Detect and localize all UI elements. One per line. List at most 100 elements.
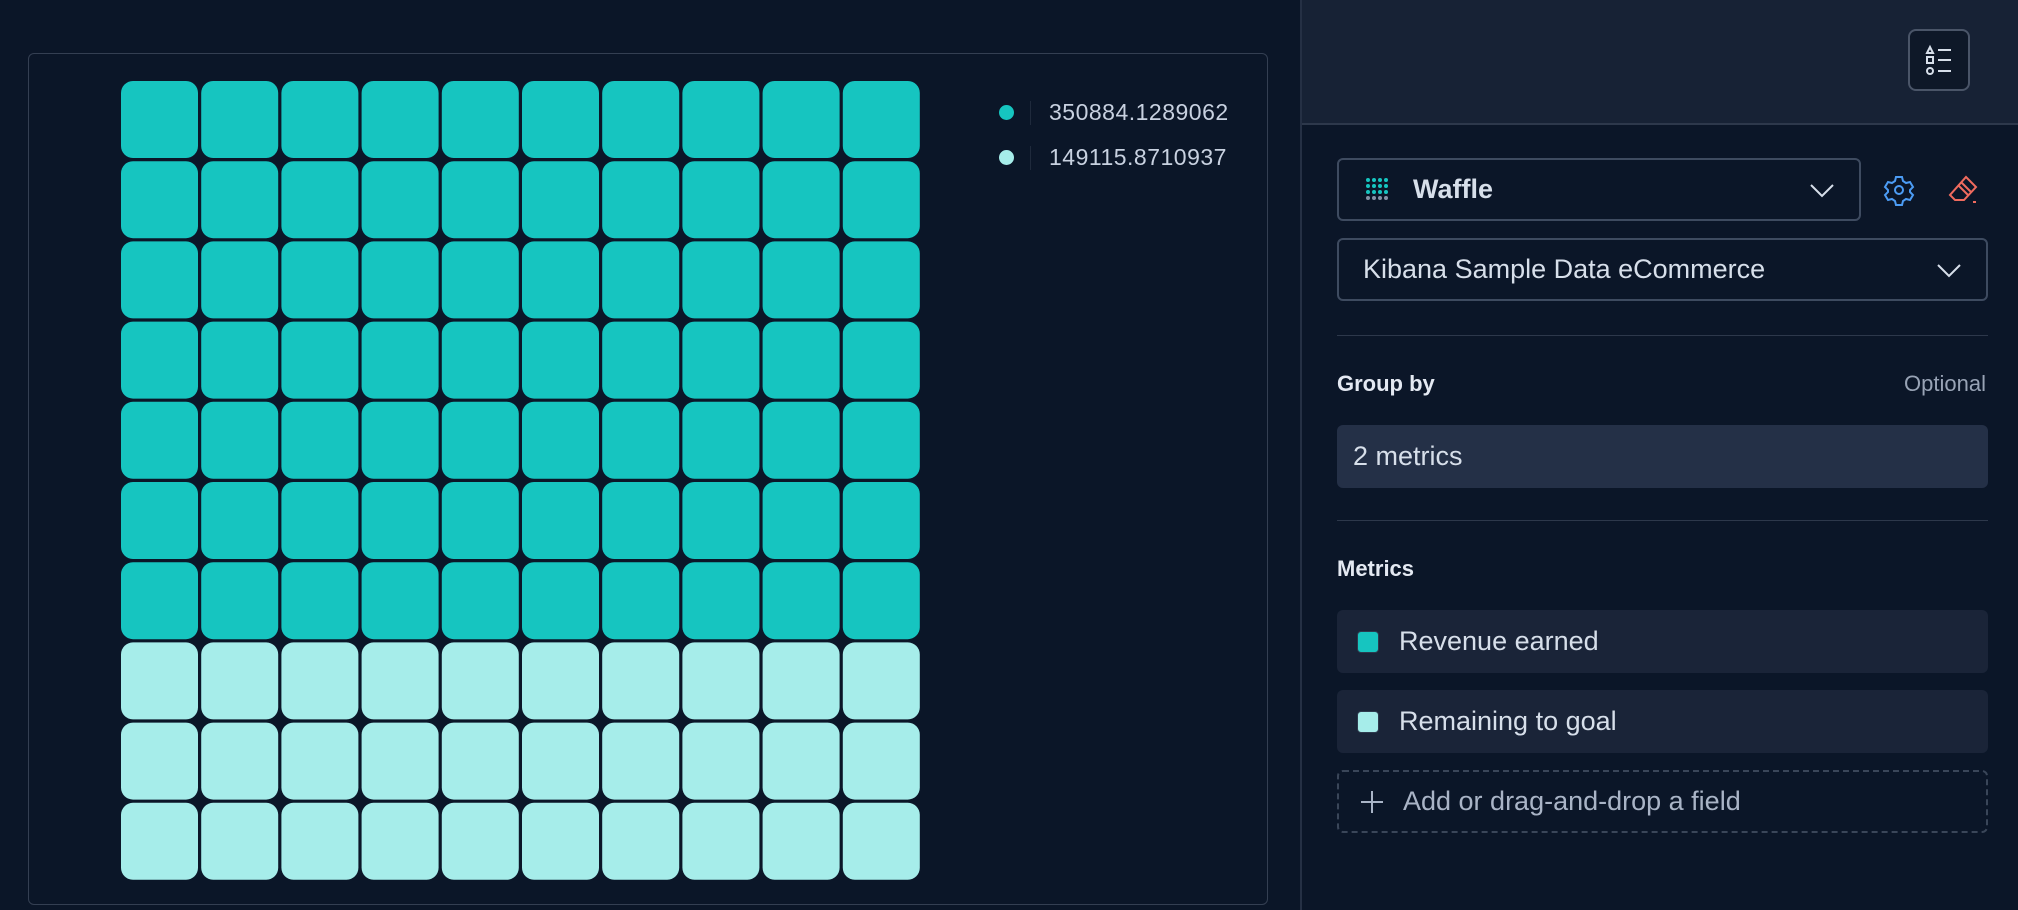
waffle-cell-series-0[interactable] bbox=[602, 562, 680, 640]
legend-item[interactable]: 350884.1289062 bbox=[997, 90, 1267, 135]
waffle-cell-series-0[interactable] bbox=[201, 562, 279, 640]
waffle-cell-series-1[interactable] bbox=[441, 802, 519, 880]
waffle-cell-series-0[interactable] bbox=[842, 241, 920, 319]
waffle-cell-series-0[interactable] bbox=[441, 562, 519, 640]
waffle-cell-series-1[interactable] bbox=[281, 642, 359, 720]
waffle-cell-series-0[interactable] bbox=[441, 321, 519, 399]
waffle-cell-series-1[interactable] bbox=[762, 802, 840, 880]
waffle-cell-series-0[interactable] bbox=[602, 81, 680, 158]
waffle-cell-series-0[interactable] bbox=[201, 482, 279, 559]
waffle-cell-series-0[interactable] bbox=[682, 81, 760, 158]
waffle-cell-series-0[interactable] bbox=[522, 241, 599, 319]
waffle-cell-series-1[interactable] bbox=[842, 802, 920, 880]
waffle-cell-series-0[interactable] bbox=[281, 321, 359, 399]
waffle-cell-series-0[interactable] bbox=[121, 161, 198, 239]
waffle-cell-series-0[interactable] bbox=[281, 482, 359, 559]
waffle-cell-series-0[interactable] bbox=[682, 482, 760, 559]
waffle-cell-series-0[interactable] bbox=[361, 401, 439, 479]
waffle-cell-series-1[interactable] bbox=[682, 802, 760, 880]
waffle-cell-series-0[interactable] bbox=[361, 241, 439, 319]
waffle-cell-series-0[interactable] bbox=[682, 241, 760, 319]
waffle-cell-series-1[interactable] bbox=[281, 722, 359, 800]
clear-button[interactable] bbox=[1943, 170, 1983, 210]
waffle-cell-series-1[interactable] bbox=[361, 802, 439, 880]
waffle-cell-series-1[interactable] bbox=[121, 722, 198, 800]
waffle-cell-series-0[interactable] bbox=[201, 81, 279, 158]
waffle-cell-series-0[interactable] bbox=[441, 161, 519, 239]
waffle-cell-series-1[interactable] bbox=[441, 642, 519, 720]
waffle-cell-series-0[interactable] bbox=[121, 321, 198, 399]
waffle-cell-series-1[interactable] bbox=[842, 642, 920, 720]
waffle-cell-series-0[interactable] bbox=[762, 401, 840, 479]
waffle-cell-series-1[interactable] bbox=[201, 722, 279, 800]
legend-toggle-button[interactable] bbox=[1908, 29, 1970, 91]
waffle-cell-series-0[interactable] bbox=[121, 482, 198, 559]
legend-item[interactable]: 149115.8710937 bbox=[997, 135, 1267, 180]
waffle-cell-series-1[interactable] bbox=[281, 802, 359, 880]
waffle-cell-series-0[interactable] bbox=[842, 161, 920, 239]
waffle-cell-series-0[interactable] bbox=[361, 482, 439, 559]
settings-button[interactable] bbox=[1879, 170, 1919, 210]
color-swatch[interactable] bbox=[1357, 710, 1379, 733]
waffle-cell-series-0[interactable] bbox=[121, 562, 198, 640]
waffle-cell-series-1[interactable] bbox=[201, 642, 279, 720]
waffle-cell-series-0[interactable] bbox=[602, 482, 680, 559]
waffle-cell-series-0[interactable] bbox=[602, 241, 680, 319]
waffle-cell-series-0[interactable] bbox=[762, 161, 840, 239]
waffle-cell-series-0[interactable] bbox=[842, 321, 920, 399]
waffle-cell-series-0[interactable] bbox=[441, 241, 519, 319]
metric-item-remaining-to-goal[interactable]: Remaining to goal bbox=[1337, 690, 1988, 753]
metric-item-revenue-earned[interactable]: Revenue earned bbox=[1337, 610, 1988, 673]
waffle-cell-series-0[interactable] bbox=[281, 401, 359, 479]
waffle-cell-series-0[interactable] bbox=[682, 161, 760, 239]
waffle-cell-series-0[interactable] bbox=[361, 321, 439, 399]
waffle-cell-series-0[interactable] bbox=[201, 321, 279, 399]
group-by-field[interactable]: 2 metrics bbox=[1337, 425, 1988, 488]
waffle-cell-series-1[interactable] bbox=[762, 642, 840, 720]
waffle-cell-series-1[interactable] bbox=[682, 642, 760, 720]
waffle-cell-series-1[interactable] bbox=[522, 722, 599, 800]
waffle-cell-series-0[interactable] bbox=[121, 241, 198, 319]
waffle-cell-series-1[interactable] bbox=[602, 722, 680, 800]
waffle-cell-series-0[interactable] bbox=[361, 161, 439, 239]
color-swatch[interactable] bbox=[1357, 630, 1379, 653]
waffle-cell-series-0[interactable] bbox=[842, 482, 920, 559]
waffle-cell-series-0[interactable] bbox=[682, 321, 760, 399]
waffle-cell-series-0[interactable] bbox=[762, 241, 840, 319]
waffle-cell-series-0[interactable] bbox=[762, 321, 840, 399]
waffle-cell-series-1[interactable] bbox=[602, 642, 680, 720]
waffle-cell-series-0[interactable] bbox=[602, 321, 680, 399]
waffle-cell-series-0[interactable] bbox=[121, 81, 198, 158]
waffle-cell-series-0[interactable] bbox=[762, 482, 840, 559]
waffle-cell-series-0[interactable] bbox=[522, 401, 599, 479]
waffle-cell-series-0[interactable] bbox=[281, 562, 359, 640]
waffle-cell-series-0[interactable] bbox=[281, 161, 359, 239]
waffle-cell-series-1[interactable] bbox=[201, 802, 279, 880]
waffle-cell-series-0[interactable] bbox=[441, 482, 519, 559]
waffle-cell-series-1[interactable] bbox=[121, 642, 198, 720]
waffle-cell-series-0[interactable] bbox=[762, 81, 840, 158]
waffle-cell-series-0[interactable] bbox=[121, 401, 198, 479]
waffle-cell-series-0[interactable] bbox=[201, 401, 279, 479]
waffle-cell-series-0[interactable] bbox=[441, 401, 519, 479]
waffle-cell-series-0[interactable] bbox=[842, 562, 920, 640]
waffle-cell-series-1[interactable] bbox=[121, 802, 198, 880]
waffle-cell-series-1[interactable] bbox=[682, 722, 760, 800]
waffle-cell-series-1[interactable] bbox=[361, 722, 439, 800]
add-field-button[interactable]: Add or drag-and-drop a field bbox=[1337, 770, 1988, 833]
waffle-cell-series-1[interactable] bbox=[842, 722, 920, 800]
waffle-cell-series-0[interactable] bbox=[441, 81, 519, 158]
waffle-cell-series-0[interactable] bbox=[522, 562, 599, 640]
waffle-cell-series-0[interactable] bbox=[602, 161, 680, 239]
waffle-cell-series-0[interactable] bbox=[361, 562, 439, 640]
waffle-cell-series-1[interactable] bbox=[762, 722, 840, 800]
waffle-cell-series-0[interactable] bbox=[602, 401, 680, 479]
waffle-cell-series-0[interactable] bbox=[522, 161, 599, 239]
waffle-cell-series-1[interactable] bbox=[602, 802, 680, 880]
waffle-cell-series-0[interactable] bbox=[682, 562, 760, 640]
waffle-cell-series-1[interactable] bbox=[361, 642, 439, 720]
waffle-cell-series-0[interactable] bbox=[522, 482, 599, 559]
waffle-cell-series-0[interactable] bbox=[522, 81, 599, 158]
waffle-cell-series-0[interactable] bbox=[522, 321, 599, 399]
waffle-cell-series-0[interactable] bbox=[201, 161, 279, 239]
